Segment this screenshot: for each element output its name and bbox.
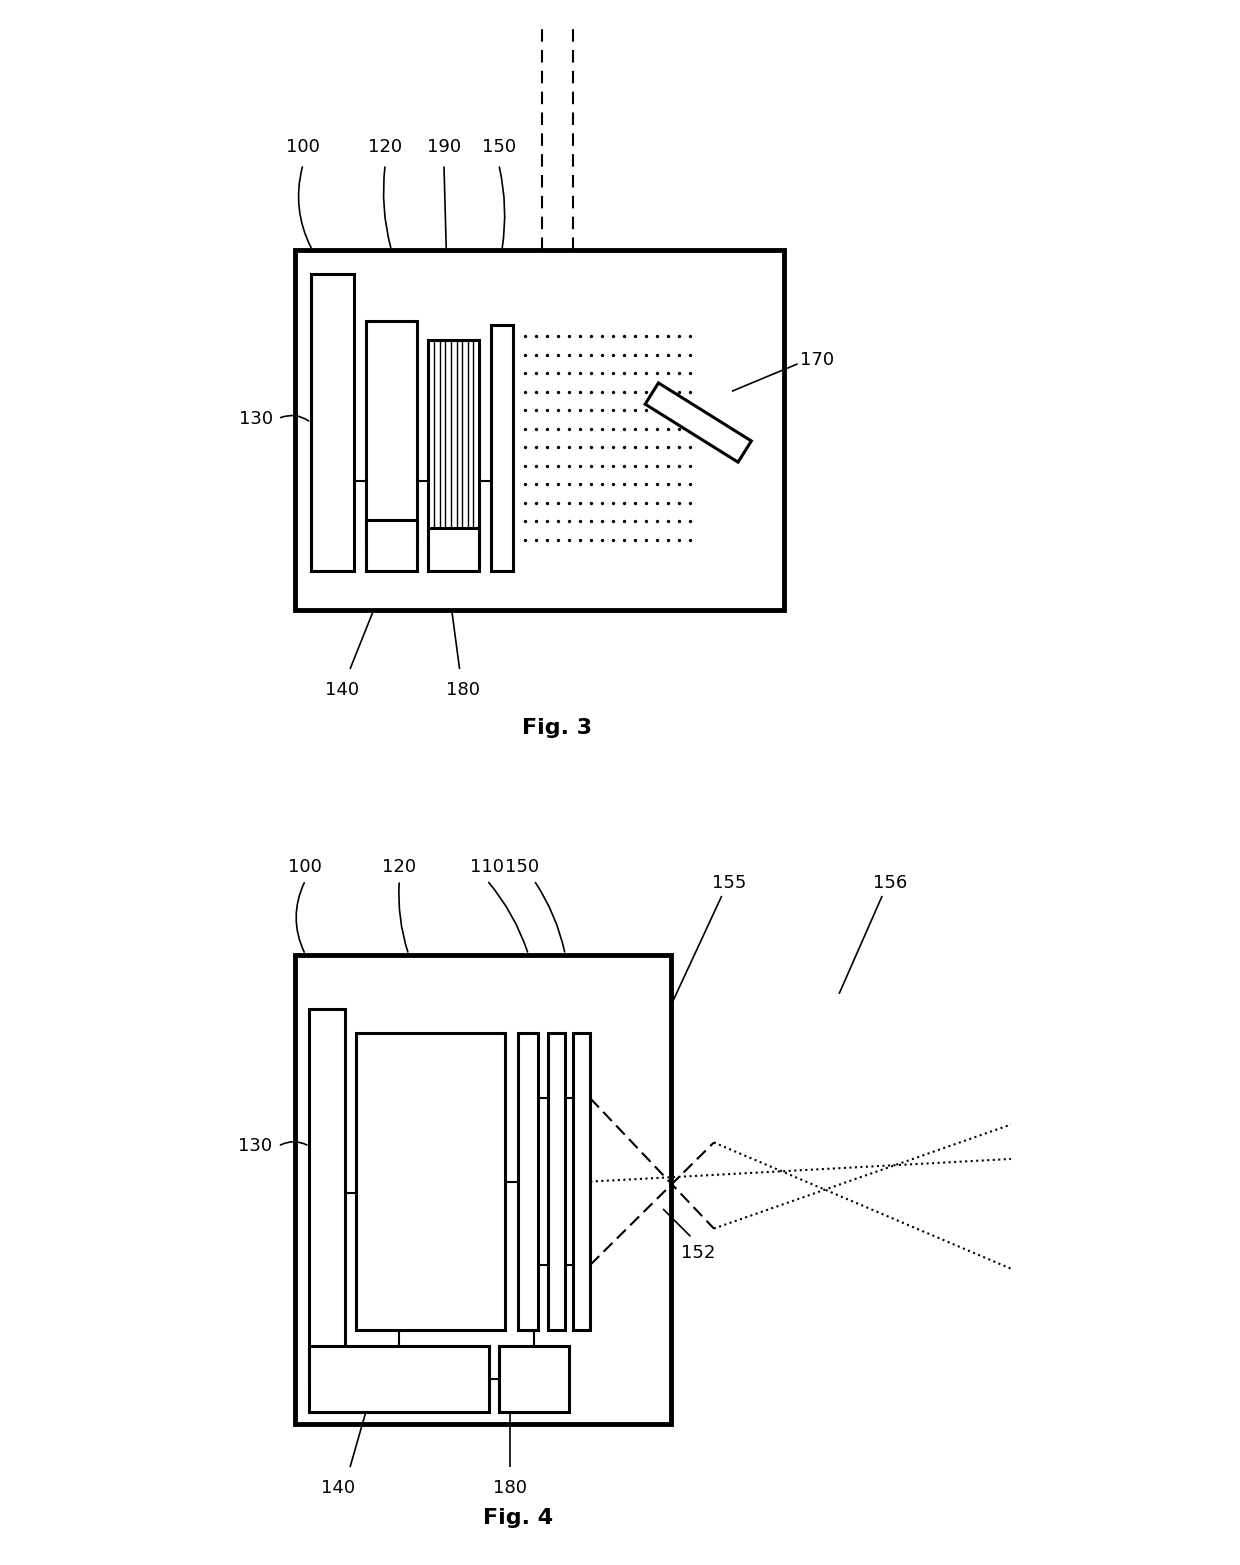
Text: 180: 180 — [494, 1479, 527, 1498]
Text: 180: 180 — [446, 681, 481, 700]
Bar — [356, 1033, 505, 1330]
Text: 150: 150 — [505, 858, 539, 876]
Text: 190: 190 — [427, 138, 461, 156]
Text: 140: 140 — [321, 1479, 356, 1498]
Bar — [366, 321, 417, 548]
Bar — [428, 529, 479, 571]
Bar — [498, 1346, 569, 1412]
Text: 140: 140 — [325, 681, 360, 700]
Text: 150: 150 — [481, 138, 516, 156]
Bar — [295, 250, 785, 610]
Text: 130: 130 — [239, 410, 273, 427]
Bar — [309, 1009, 345, 1377]
Bar — [518, 1033, 538, 1330]
Bar — [309, 1346, 490, 1412]
Bar — [548, 1033, 565, 1330]
Text: 110: 110 — [470, 858, 503, 876]
Text: 100: 100 — [286, 138, 320, 156]
Text: 156: 156 — [873, 873, 908, 892]
Text: 120: 120 — [368, 138, 402, 156]
Text: Fig. 3: Fig. 3 — [522, 718, 593, 737]
Bar — [428, 341, 479, 548]
Text: Fig. 4: Fig. 4 — [484, 1509, 553, 1527]
Text: 155: 155 — [712, 873, 746, 892]
Bar — [311, 274, 353, 571]
Text: 130: 130 — [238, 1138, 272, 1155]
Text: 170: 170 — [800, 351, 835, 369]
Bar — [366, 520, 417, 571]
Polygon shape — [645, 383, 751, 462]
Text: 120: 120 — [382, 858, 417, 876]
Text: 152: 152 — [681, 1244, 715, 1263]
Bar — [491, 326, 513, 571]
Text: 100: 100 — [289, 858, 322, 876]
Bar — [573, 1033, 590, 1330]
Bar — [295, 955, 671, 1424]
